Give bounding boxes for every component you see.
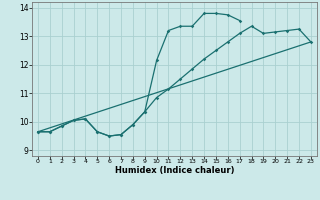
X-axis label: Humidex (Indice chaleur): Humidex (Indice chaleur) (115, 166, 234, 175)
